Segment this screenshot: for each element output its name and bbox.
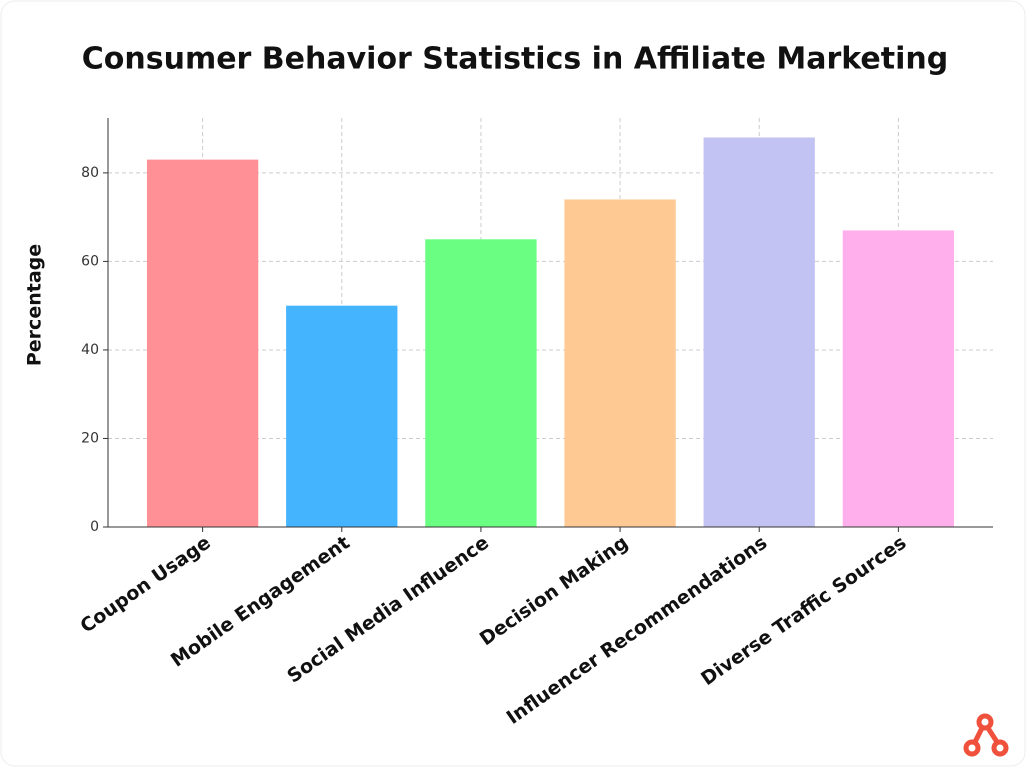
y-tick-label: 40 <box>81 342 99 358</box>
bar <box>703 137 815 527</box>
bars <box>146 137 955 528</box>
y-axis-label: Percentage <box>24 244 46 366</box>
bar <box>146 159 259 528</box>
logo <box>963 713 1009 757</box>
y-tick-label: 0 <box>90 519 99 535</box>
y-tick-label: 60 <box>81 253 99 269</box>
chart-title: Consumer Behavior Statistics in Affiliat… <box>82 42 948 77</box>
y-tick-label: 20 <box>81 430 99 446</box>
bar <box>425 239 537 527</box>
bar <box>286 305 398 527</box>
bar <box>564 199 676 527</box>
y-tick-label: 80 <box>81 165 99 181</box>
bar <box>842 230 955 528</box>
